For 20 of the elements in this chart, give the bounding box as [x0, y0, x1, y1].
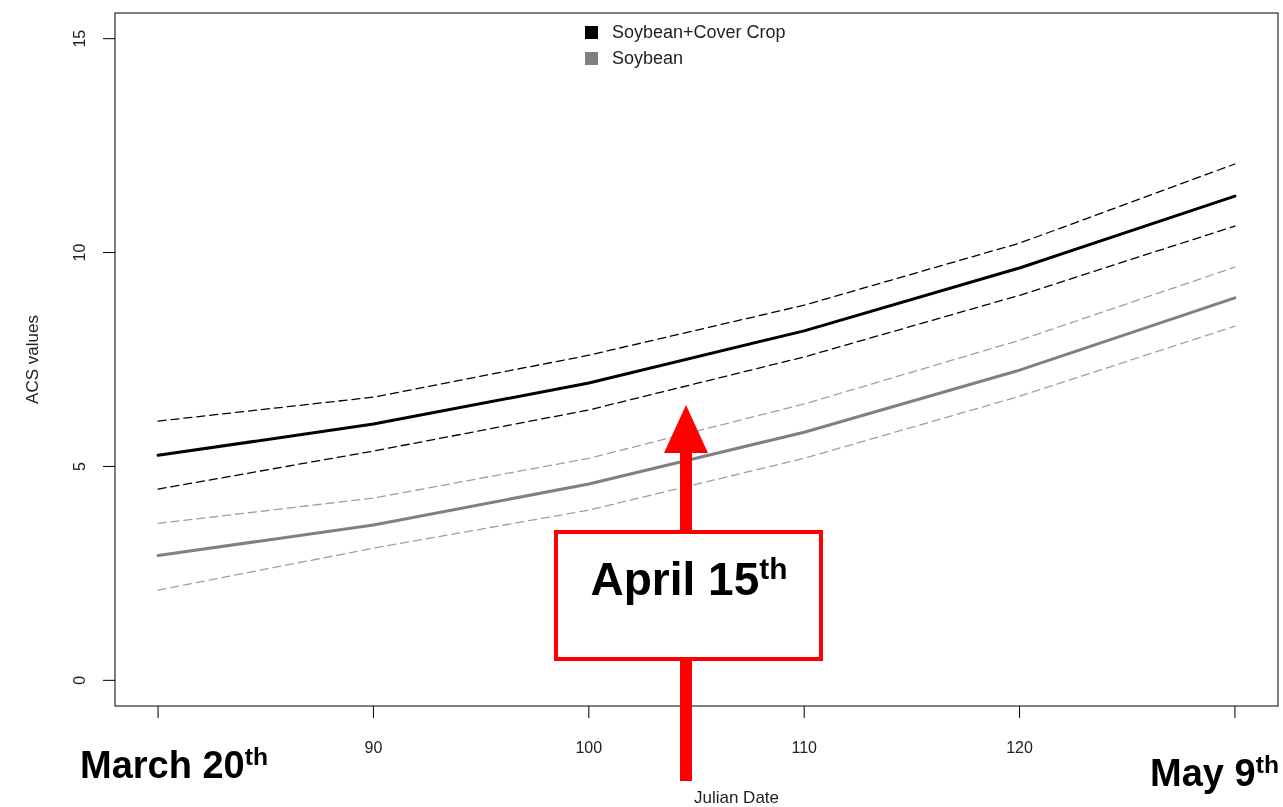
- x-tick-label: 100: [575, 739, 603, 756]
- line-series: [156, 194, 1237, 457]
- x-tick-label: 120: [1006, 739, 1033, 756]
- x-tick-label: 90: [364, 739, 383, 756]
- line-series: [157, 266, 1236, 524]
- line-series: [157, 225, 1236, 490]
- annotation: April 15$^{th}$: [590, 551, 788, 605]
- y-tick-label: 10: [71, 243, 88, 262]
- legend-label: Soybean+Cover Crop: [612, 22, 786, 42]
- text: May 9$^{th}$: [1150, 750, 1279, 794]
- line-series: [156, 296, 1237, 557]
- text: March 20$^{th}$: [80, 742, 269, 786]
- x-axis-title: Julian Date: [693, 788, 780, 807]
- legend-label: Soybean: [612, 48, 684, 68]
- x-tick-label: 110: [791, 739, 818, 756]
- y-tick-label: 15: [71, 29, 88, 48]
- y-tick-label: 5: [71, 461, 88, 471]
- y-axis-title: ACS values: [23, 315, 42, 404]
- y-tick-label: 0: [71, 675, 88, 685]
- line-series: [157, 163, 1236, 422]
